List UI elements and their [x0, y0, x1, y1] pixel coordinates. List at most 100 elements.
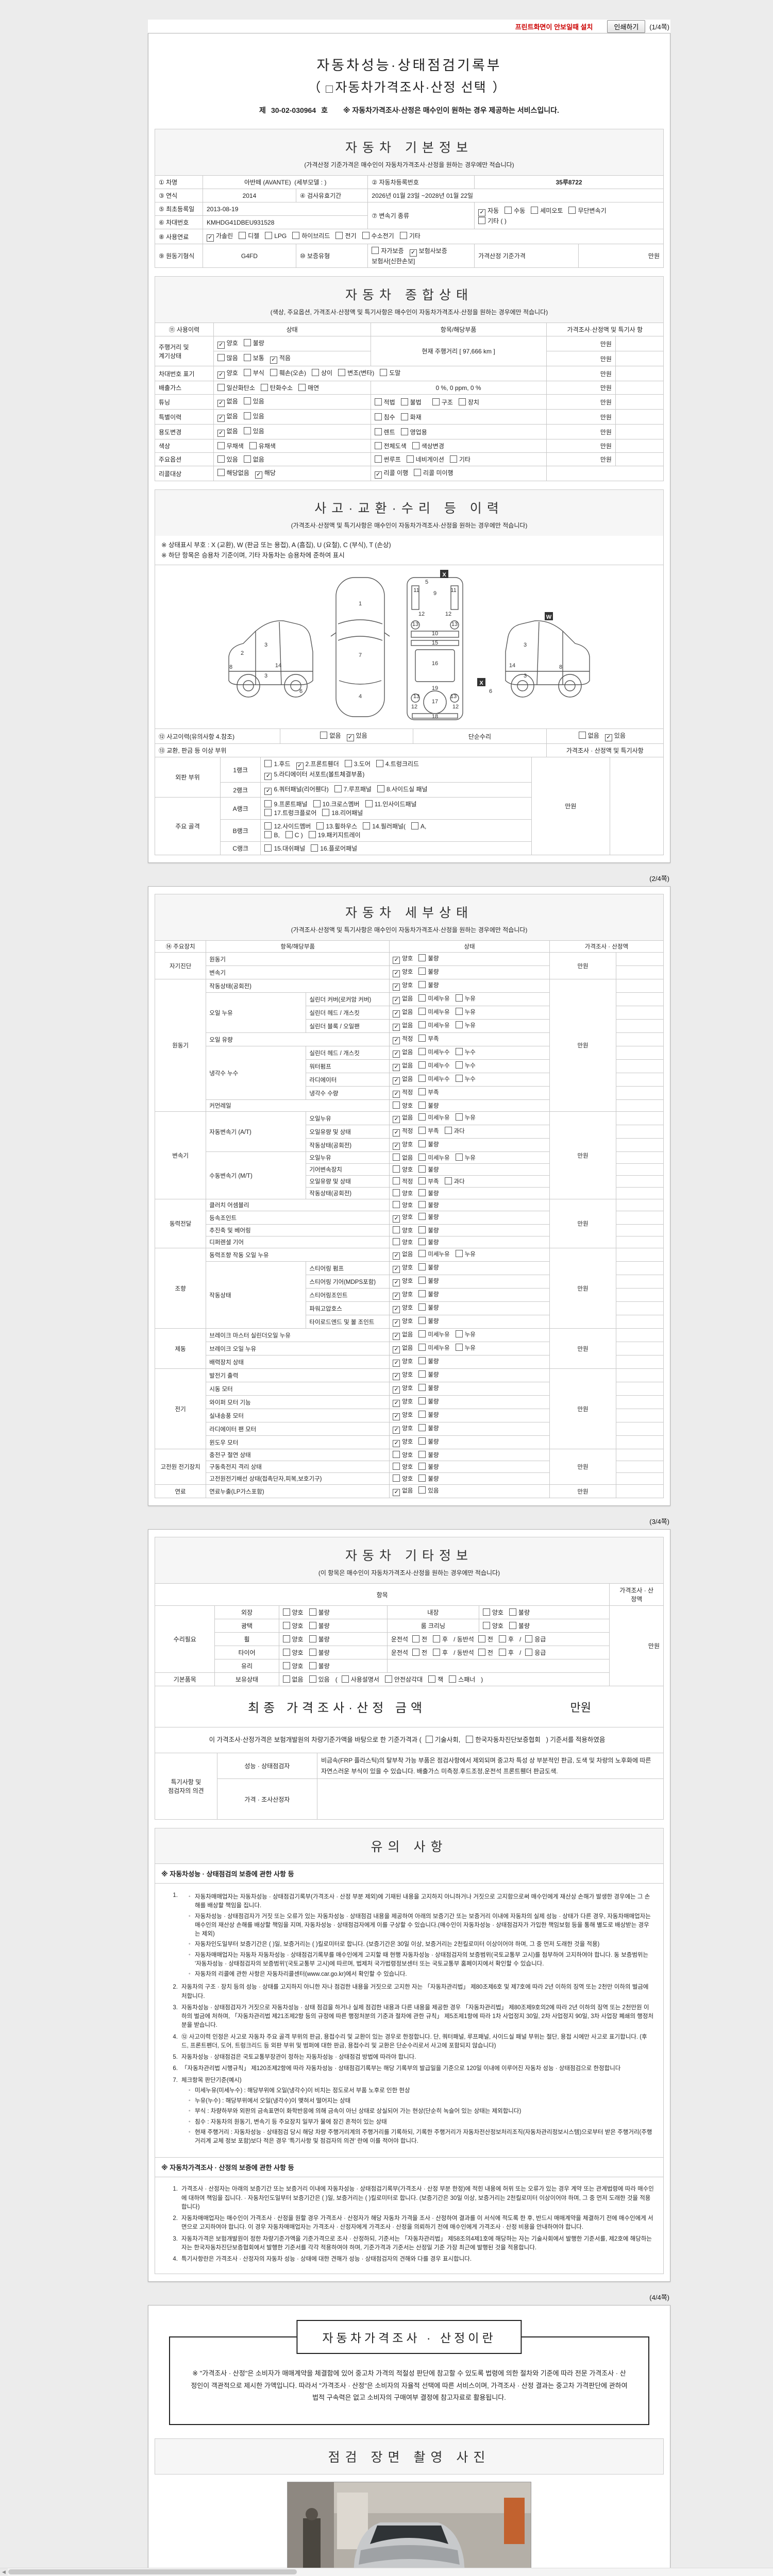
checkbox[interactable]: [298, 384, 306, 391]
checkbox-option[interactable]: ✓ 적정: [393, 1035, 413, 1044]
checkbox[interactable]: [418, 1127, 426, 1134]
checkbox-option[interactable]: ✓ 양호: [393, 1213, 413, 1223]
checkbox[interactable]: [418, 1424, 426, 1431]
checkbox[interactable]: [418, 1154, 426, 1161]
checkbox-option[interactable]: 불량: [418, 1226, 439, 1234]
checkbox-option[interactable]: 불량: [418, 1165, 439, 1174]
checkbox-option[interactable]: 네비게이션: [406, 455, 444, 464]
checkbox-option[interactable]: 불법: [400, 398, 422, 406]
checkbox[interactable]: [455, 1344, 463, 1351]
checkbox[interactable]: [264, 822, 272, 829]
checkbox[interactable]: [418, 1384, 426, 1391]
checkbox-option[interactable]: 불량: [418, 954, 439, 962]
checkbox-option[interactable]: 기술사회,: [425, 1735, 460, 1745]
checkbox[interactable]: [309, 1662, 316, 1669]
checkbox[interactable]: [568, 207, 576, 214]
checkbox-option[interactable]: A,: [411, 822, 426, 830]
checkbox[interactable]: [335, 232, 343, 239]
checkbox-option[interactable]: 12.사이드멤버: [264, 822, 311, 831]
checkbox-option[interactable]: 사용설명서: [341, 1675, 379, 1684]
checkbox[interactable]: ✓: [264, 788, 272, 795]
checkbox-option[interactable]: 부족: [418, 1088, 439, 1096]
checkbox-option[interactable]: ✓ 양호: [393, 1303, 413, 1313]
checkbox[interactable]: [393, 1238, 400, 1245]
checkbox-option[interactable]: 불량: [418, 1303, 439, 1312]
checkbox[interactable]: [309, 1622, 316, 1629]
checkbox-option[interactable]: ✓ 양호: [393, 1357, 413, 1367]
checkbox[interactable]: [362, 232, 369, 239]
checkbox[interactable]: ✓: [393, 1333, 400, 1340]
checkbox[interactable]: [217, 442, 225, 449]
checkbox-option[interactable]: 미세누유: [418, 1250, 450, 1258]
scroll-left-arrow-icon[interactable]: ◀: [0, 2568, 8, 2575]
checkbox[interactable]: [285, 831, 293, 838]
checkbox[interactable]: ✓: [393, 1440, 400, 1447]
checkbox[interactable]: [418, 1357, 426, 1364]
checkbox[interactable]: [393, 1101, 400, 1109]
checkbox-option[interactable]: 불량: [418, 1437, 439, 1446]
checkbox[interactable]: [393, 1177, 400, 1184]
checkbox[interactable]: [433, 1649, 441, 1656]
checkbox[interactable]: ✓: [409, 249, 417, 257]
checkbox[interactable]: [365, 800, 373, 807]
checkbox-option[interactable]: ✓ 양호: [393, 1317, 413, 1327]
checkbox-option[interactable]: 누유: [455, 1021, 476, 1029]
checkbox[interactable]: [334, 785, 342, 792]
checkbox-option[interactable]: 적정: [393, 1177, 413, 1185]
checkbox[interactable]: [418, 994, 426, 1002]
checkbox[interactable]: [418, 954, 426, 961]
checkbox[interactable]: ✓: [393, 1143, 400, 1150]
checkbox-option[interactable]: 불량: [309, 1608, 330, 1617]
checkbox-option[interactable]: 양호: [393, 1475, 413, 1483]
checkbox[interactable]: ✓: [393, 997, 400, 1004]
checkbox-option[interactable]: 후: [433, 1648, 448, 1657]
checkbox-option[interactable]: 불량: [243, 338, 264, 347]
checkbox-option[interactable]: B,: [264, 831, 280, 839]
checkbox-option[interactable]: 잭: [428, 1675, 443, 1684]
checkbox-option[interactable]: 양호: [282, 1662, 304, 1670]
checkbox[interactable]: [418, 1101, 426, 1109]
checkbox-option[interactable]: 양호: [393, 1201, 413, 1209]
checkbox[interactable]: [455, 1113, 463, 1121]
checkbox[interactable]: [393, 1475, 400, 1482]
checkbox[interactable]: [478, 217, 486, 224]
checkbox[interactable]: [393, 1189, 400, 1196]
checkbox[interactable]: ✓: [217, 430, 225, 437]
checkbox-option[interactable]: ✓ 없음: [393, 1330, 413, 1340]
checkbox-option[interactable]: 없음: [578, 731, 599, 740]
checkbox[interactable]: [412, 442, 419, 449]
checkbox[interactable]: ✓: [393, 1386, 400, 1394]
checkbox-option[interactable]: ✓ 있음: [346, 731, 367, 741]
checkbox[interactable]: [309, 1635, 316, 1642]
checkbox-option[interactable]: ✓ 양호: [393, 954, 413, 964]
checkbox-option[interactable]: 누수: [455, 1075, 476, 1083]
checkbox[interactable]: ✓: [393, 1077, 400, 1084]
checkbox[interactable]: [466, 1736, 474, 1743]
checkbox[interactable]: [578, 732, 586, 739]
checkbox-option[interactable]: ✓ 없음: [393, 1061, 413, 1071]
checkbox-option[interactable]: 18.리어패널: [322, 808, 363, 817]
checkbox[interactable]: [384, 1675, 392, 1683]
checkbox-option[interactable]: 불량: [418, 1189, 439, 1197]
checkbox-option[interactable]: ✓ 없음: [393, 1250, 413, 1260]
checkbox-option[interactable]: 미세누유: [418, 994, 450, 1003]
checkbox[interactable]: [418, 1411, 426, 1418]
checkbox-option[interactable]: 누수: [455, 1061, 476, 1070]
checkbox[interactable]: [418, 1317, 426, 1324]
checkbox-option[interactable]: 있음: [309, 1675, 330, 1684]
checkbox[interactable]: [418, 1189, 426, 1196]
checkbox[interactable]: ✓: [296, 762, 304, 770]
checkbox[interactable]: [265, 232, 273, 239]
checkbox[interactable]: [418, 1140, 426, 1147]
checkbox-option[interactable]: 불량: [418, 1370, 439, 1379]
checkbox-option[interactable]: ✓ 없음: [393, 1048, 413, 1058]
checkbox-option[interactable]: ✓ 양호: [393, 968, 413, 977]
checkbox[interactable]: [498, 1649, 506, 1656]
checkbox-option[interactable]: 양호: [282, 1621, 304, 1630]
checkbox[interactable]: [341, 1675, 349, 1683]
checkbox-option[interactable]: ✓ 양호: [393, 1370, 413, 1380]
checkbox[interactable]: ✓: [393, 1427, 400, 1434]
checkbox-option[interactable]: ✓ 양호: [217, 368, 238, 379]
checkbox-option[interactable]: ✓ 양호: [393, 981, 413, 991]
checkbox[interactable]: [455, 1021, 463, 1028]
